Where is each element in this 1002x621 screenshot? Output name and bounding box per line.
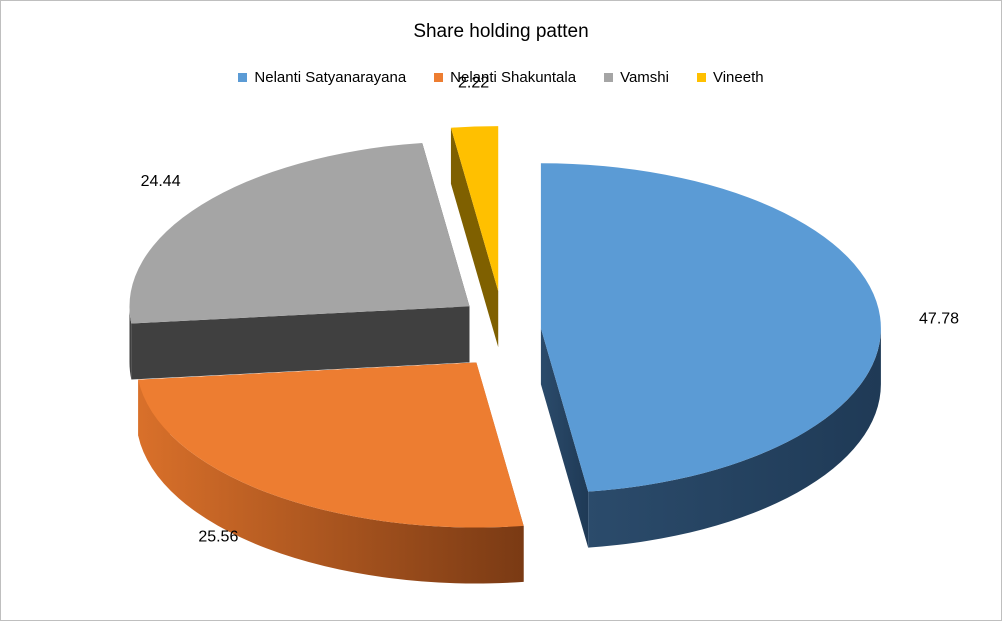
slice-cut-face (450, 127, 499, 348)
legend-item-vineeth: Vineeth (696, 69, 764, 86)
slice-side-wall (588, 328, 881, 548)
legend-swatch-shakuntala (434, 73, 444, 82)
data-label-shakuntala: 25.56 (198, 529, 238, 546)
legend-label-shakuntala: Nelanti Shakuntala (450, 69, 577, 86)
slice-side-wall (138, 379, 524, 584)
slice-top-face (138, 362, 524, 528)
slice-side-wall (129, 306, 132, 380)
pie-slice-vamshi (129, 142, 470, 380)
legend: Nelanti Satyanarayana Nelanti Shakuntala… (1, 69, 1001, 86)
legend-swatch-satyanarayana (238, 73, 248, 82)
data-label-vineeth: 2.22 (458, 75, 489, 92)
pie-slice-vineeth (450, 126, 499, 348)
pie-slice-satyanarayana (540, 163, 881, 548)
legend-item-shakuntala: Nelanti Shakuntala (434, 69, 576, 86)
pie-slice-shakuntala (138, 362, 524, 584)
legend-label-vineeth: Vineeth (712, 69, 764, 86)
data-label-satyanarayana: 47.78 (919, 311, 959, 328)
legend-item-satyanarayana: Nelanti Satyanarayana (238, 69, 406, 86)
slice-top-face (540, 163, 881, 492)
legend-label-vamshi: Vamshi (620, 69, 669, 86)
slice-top-face (450, 126, 499, 292)
chart-title: Share holding patten (413, 21, 589, 42)
data-label-vamshi: 24.44 (141, 173, 181, 190)
slice-cut-face (131, 306, 470, 380)
legend-swatch-vamshi (604, 73, 614, 82)
legend-item-vamshi: Vamshi (604, 69, 669, 86)
legend-label-satyanarayana: Nelanti Satyanarayana (254, 69, 407, 86)
slice-top-face (129, 142, 470, 324)
slice-cut-face (540, 328, 589, 548)
legend-swatch-vineeth (696, 73, 706, 82)
